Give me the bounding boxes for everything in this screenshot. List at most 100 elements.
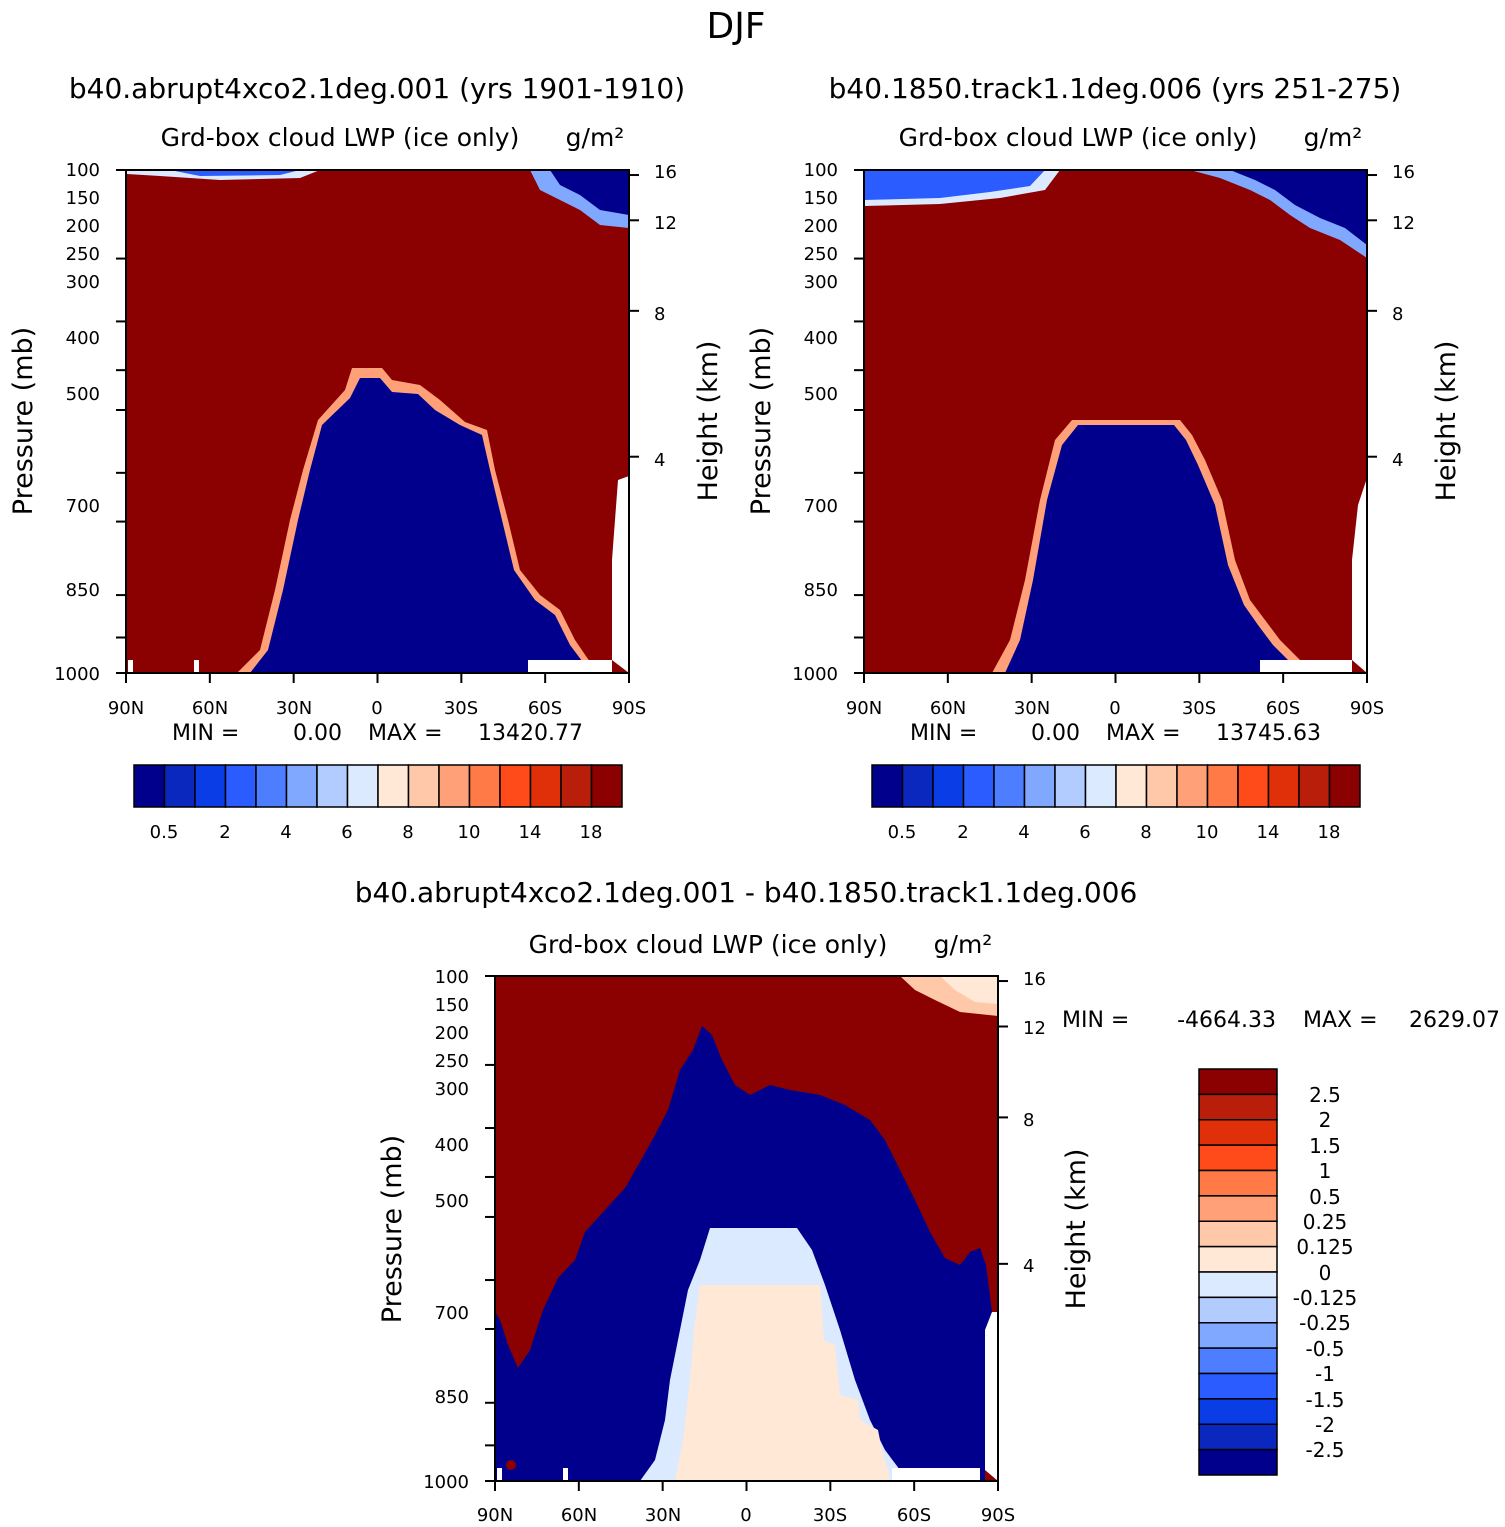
colorbar-box [1176,764,1209,808]
colorbar-box [1198,1372,1278,1400]
min-value: -4664.33 [1177,1008,1276,1033]
colorbar-box [346,764,379,808]
y-axis-left: 100 150 200 250 300 400 500 700 850 1000… [746,160,838,685]
variable-title: Grd-box cloud LWP (ice only) [161,123,520,152]
case-title: b40.abrupt4xco2.1deg.001 - b40.1850.trac… [355,876,1138,909]
colorbar-label: 4 [1018,822,1029,843]
y-tick-label: 250 [66,244,100,265]
height-tick-label: 12 [1023,1018,1046,1039]
x-tick-label: 90S [1350,698,1384,719]
x-tick-label: 30S [1182,698,1216,719]
min-max-readout: MIN = -4664.33 MAX = 2629.07 [1062,1008,1500,1033]
units-label: g/m² [566,123,625,152]
colorbar-label: 2 [219,822,230,843]
colorbar-box [285,764,318,808]
colorbar-label: 8 [402,822,413,843]
colorbar-box [255,764,288,808]
height-tick-label: 16 [1023,969,1046,990]
max-label: MAX = [1303,1008,1378,1033]
bottom-blank-strip [528,660,612,673]
y-axis-title: Pressure (mb) [746,327,777,515]
height-tick-label: 8 [1023,1110,1034,1131]
x-tick-label: 60S [1266,698,1300,719]
y-axis-right-title: Height (km) [693,341,724,502]
colorbar-label: 6 [341,822,352,843]
colorbar-box [1084,764,1117,808]
y-axis-title: Pressure (mb) [8,327,39,515]
colorbar-label: 2.5 [1309,1083,1341,1107]
height-tick-label: 4 [654,450,665,471]
x-axis: 90N 60N 30N 0 30S 60S 90S [108,698,646,719]
min-label: MIN = [1062,1008,1129,1033]
colorbar-label: 14 [519,822,542,843]
colorbar-box [962,764,995,808]
variable-title: Grd-box cloud LWP (ice only) [529,930,888,959]
colorbar-box [1198,1119,1278,1146]
colorbar-box [1054,764,1087,808]
upper-right-pale-region [940,976,998,1004]
panel-abrupt4xco2: b40.abrupt4xco2.1deg.001 (yrs 1901-1910)… [8,72,724,843]
colorbar-label: -0.125 [1293,1286,1357,1310]
colorbar-box [932,764,965,808]
max-value: 2629.07 [1409,1008,1500,1033]
min-max-readout: MIN = 0.00 MAX = 13745.63 [910,721,1321,746]
y-axis-right-title: Height (km) [1061,1149,1092,1310]
x-tick-label: 60N [192,698,228,719]
isolated-positive-spot [506,1460,516,1470]
colorbar-box [1198,1271,1278,1299]
x-tick-label: 60S [528,698,562,719]
colorbar-label: 0.25 [1303,1210,1348,1234]
colorbar-labels: 0.5 2 4 6 8 10 14 18 [150,822,603,843]
colorbar-box [1198,1195,1278,1222]
colorbar-box [407,764,440,808]
tick-marks [116,169,1377,1491]
max-value: 13420.77 [478,721,583,746]
colorbar-box [1145,764,1178,808]
colorbar-box [1023,764,1056,808]
colorbar-label: 6 [1079,822,1090,843]
x-tick-label: 30S [444,698,478,719]
x-tick-label: 90S [981,1505,1015,1526]
colorbar-box [468,764,501,808]
height-tick-label: 8 [1392,304,1403,325]
x-tick-label: 30S [813,1505,847,1526]
y-tick-label: 500 [804,384,838,405]
bottom-blank-strip [892,1468,980,1481]
height-tick-label: 8 [654,304,665,325]
y-tick-label: 1000 [423,1472,469,1493]
colorbar-box [901,764,934,808]
bottom-blank-strip [1260,660,1352,673]
missing-data-cell [497,1468,502,1481]
colorbar-label: -0.5 [1305,1337,1344,1361]
colorbar-label: 1.5 [1309,1134,1341,1158]
y-tick-label: 700 [435,1303,469,1324]
y-tick-label: 1000 [792,664,838,685]
y-tick-label: 500 [66,384,100,405]
colorbar [133,764,623,808]
height-tick-label: 16 [1392,162,1415,183]
y-tick-label: 300 [435,1079,469,1100]
colorbar-box [1198,1398,1278,1425]
colorbar-label: 8 [1140,822,1151,843]
height-tick-label: 4 [1023,1256,1034,1277]
colorbar-box [1237,764,1270,808]
x-tick-label: 30N [276,698,312,719]
colorbar-box [1198,1322,1278,1349]
panel-1850-control: b40.1850.track1.1deg.006 (yrs 251-275) G… [746,72,1462,843]
colorbar-box [1198,1245,1278,1273]
colorbar-box [1198,1144,1278,1172]
colorbar-labels: 2.5 2 1.5 1 0.5 0.25 0.125 0 -0.125 -0.2… [1293,1083,1357,1462]
colorbar-box [316,764,349,808]
colorbar-box [1198,1448,1278,1476]
upper-right-blue-core [1230,170,1367,245]
tropical-blue-core [1005,425,1290,673]
colorbar-box [1267,764,1300,808]
colorbar-label: 4 [280,822,291,843]
y-tick-label: 150 [804,188,838,209]
colorbar-box [438,764,471,808]
x-tick-label: 90S [612,698,646,719]
y-axis-title: Pressure (mb) [377,1135,408,1323]
right-edge-blank [985,1312,998,1481]
case-title: b40.abrupt4xco2.1deg.001 (yrs 1901-1910) [69,72,685,105]
inner-positive-region [675,1285,890,1481]
